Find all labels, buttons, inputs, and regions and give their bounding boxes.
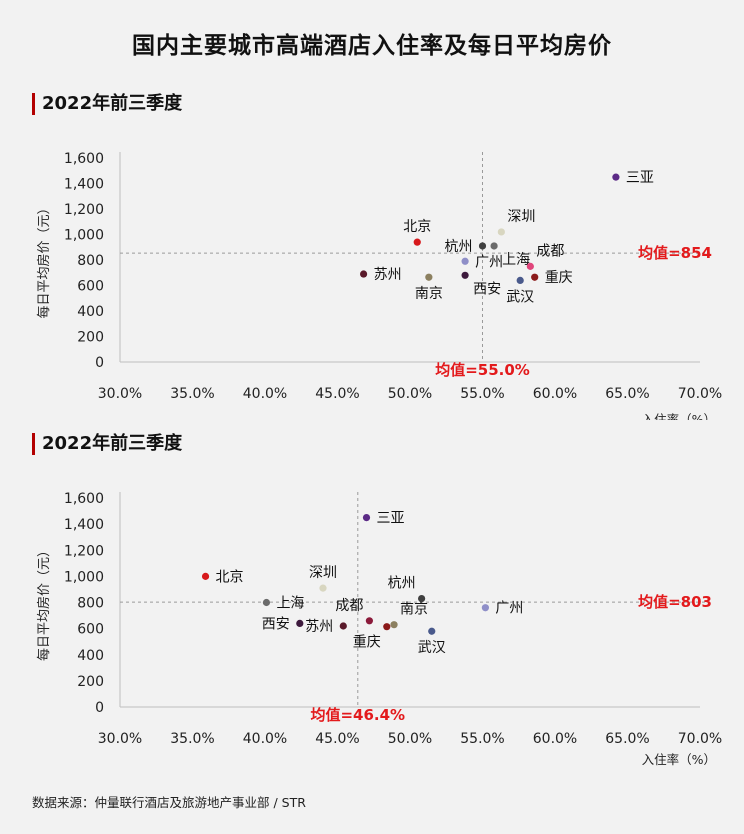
page-title: 国内主要城市高端酒店入住率及每日平均房价 bbox=[132, 33, 612, 59]
x-tick-label: 70.0% bbox=[678, 386, 722, 402]
data-point bbox=[526, 262, 534, 270]
y-axis-title: 每日平均房价（元） bbox=[36, 544, 52, 661]
point-label: 西安 bbox=[473, 281, 501, 297]
y-tick-label: 0 bbox=[95, 355, 104, 371]
mean-x-label: 均值=55.0% bbox=[435, 361, 530, 379]
point-label: 武汉 bbox=[506, 289, 534, 305]
point-label: 重庆 bbox=[353, 635, 381, 651]
y-tick-label: 1,000 bbox=[64, 569, 104, 585]
data-point bbox=[319, 584, 327, 592]
y-axis-title: 每日平均房价（元） bbox=[36, 201, 52, 318]
x-tick-label: 55.0% bbox=[460, 731, 504, 747]
data-point bbox=[365, 617, 373, 625]
point-label: 成都 bbox=[335, 598, 363, 614]
data-point bbox=[531, 273, 539, 281]
data-point bbox=[360, 270, 368, 278]
mean-y-label: 均值=854 bbox=[638, 244, 712, 262]
point-label: 重庆 bbox=[545, 270, 573, 286]
point-label: 深圳 bbox=[309, 565, 337, 581]
point-label: 三亚 bbox=[626, 170, 654, 186]
data-point bbox=[425, 273, 433, 281]
data-point bbox=[362, 513, 371, 522]
x-tick-label: 35.0% bbox=[170, 386, 214, 402]
x-tick-label: 65.0% bbox=[605, 386, 649, 402]
x-tick-label: 70.0% bbox=[678, 731, 722, 747]
section-label-1: 2022年前三季度 bbox=[32, 93, 182, 115]
x-tick-label: 40.0% bbox=[243, 386, 287, 402]
data-point bbox=[478, 242, 487, 250]
y-tick-label: 200 bbox=[77, 674, 104, 690]
data-point bbox=[262, 598, 271, 607]
data-point bbox=[201, 572, 210, 580]
y-tick-label: 1,600 bbox=[64, 491, 104, 507]
x-axis-title: 入住率（%） bbox=[642, 752, 716, 767]
mean-y-label: 均值=803 bbox=[638, 593, 712, 611]
y-tick-label: 0 bbox=[95, 700, 104, 716]
y-tick-label: 1,200 bbox=[64, 202, 104, 218]
point-label: 三亚 bbox=[377, 511, 405, 527]
x-tick-label: 45.0% bbox=[315, 731, 359, 747]
point-label: 广州 bbox=[495, 601, 523, 617]
y-tick-label: 1,200 bbox=[64, 543, 104, 559]
point-label: 深圳 bbox=[507, 209, 535, 225]
x-tick-label: 30.0% bbox=[98, 731, 142, 747]
section-label-2: 2022年前三季度 bbox=[32, 433, 182, 455]
point-label: 杭州 bbox=[388, 576, 416, 592]
x-tick-label: 65.0% bbox=[605, 731, 649, 747]
data-point bbox=[497, 228, 505, 236]
point-label: 成都 bbox=[536, 243, 564, 259]
y-tick-label: 400 bbox=[77, 304, 104, 320]
data-point bbox=[481, 604, 489, 612]
point-label: 广州 bbox=[475, 254, 503, 270]
x-tick-label: 55.0% bbox=[460, 386, 504, 402]
data-point bbox=[428, 627, 436, 635]
y-tick-label: 1,400 bbox=[64, 517, 104, 533]
data-point bbox=[383, 623, 391, 631]
point-label: 南京 bbox=[415, 286, 443, 302]
data-point bbox=[390, 621, 398, 629]
point-label: 上海 bbox=[276, 596, 304, 612]
point-label: 北京 bbox=[403, 219, 431, 235]
y-tick-label: 600 bbox=[77, 279, 104, 295]
point-label: 杭州 bbox=[445, 239, 473, 255]
point-label: 西安 bbox=[262, 616, 290, 632]
point-label: 北京 bbox=[216, 569, 244, 585]
point-label: 苏州 bbox=[305, 619, 333, 635]
y-tick-label: 1,400 bbox=[64, 177, 104, 193]
point-label: 南京 bbox=[400, 602, 428, 618]
y-tick-label: 600 bbox=[77, 622, 104, 638]
point-label: 武汉 bbox=[418, 640, 446, 656]
point-label: 上海 bbox=[502, 252, 530, 268]
data-point bbox=[461, 271, 469, 279]
source-note: 数据来源：仲量联行酒店及旅游地产事业部 / STR bbox=[32, 795, 306, 810]
x-tick-label: 50.0% bbox=[388, 731, 432, 747]
x-tick-label: 35.0% bbox=[170, 731, 214, 747]
data-point bbox=[339, 622, 347, 630]
data-point bbox=[418, 594, 426, 603]
y-tick-label: 800 bbox=[77, 253, 104, 269]
scatter-chart-2: 0 200 400 600 800 1,000 1,200 1,400 1,600 30.0% 35… bbox=[36, 491, 722, 767]
mean-x-label: 均值=46.4% bbox=[310, 706, 405, 724]
x-tick-label: 45.0% bbox=[315, 386, 359, 402]
point-label: 苏州 bbox=[374, 267, 402, 283]
x-tick-label: 60.0% bbox=[533, 386, 577, 402]
data-point bbox=[413, 238, 421, 246]
scatter-chart-1: 0 200 400 600 800 1,000 1,200 1,400 1,600 30.0% 35… bbox=[36, 151, 722, 420]
data-point bbox=[490, 242, 498, 250]
x-tick-label: 60.0% bbox=[533, 731, 577, 747]
x-tick-label: 30.0% bbox=[98, 386, 142, 402]
data-point bbox=[612, 173, 620, 181]
data-point bbox=[461, 257, 469, 265]
y-tick-label: 1,600 bbox=[64, 151, 104, 167]
y-tick-label: 800 bbox=[77, 596, 104, 612]
x-tick-label: 50.0% bbox=[388, 386, 432, 402]
data-point bbox=[516, 276, 524, 284]
x-axis-title: 入住率（%） bbox=[642, 412, 716, 420]
data-point bbox=[296, 619, 304, 628]
x-tick-label: 40.0% bbox=[243, 731, 287, 747]
y-tick-label: 400 bbox=[77, 648, 104, 664]
y-tick-label: 1,000 bbox=[64, 228, 104, 244]
y-tick-label: 200 bbox=[77, 330, 104, 346]
